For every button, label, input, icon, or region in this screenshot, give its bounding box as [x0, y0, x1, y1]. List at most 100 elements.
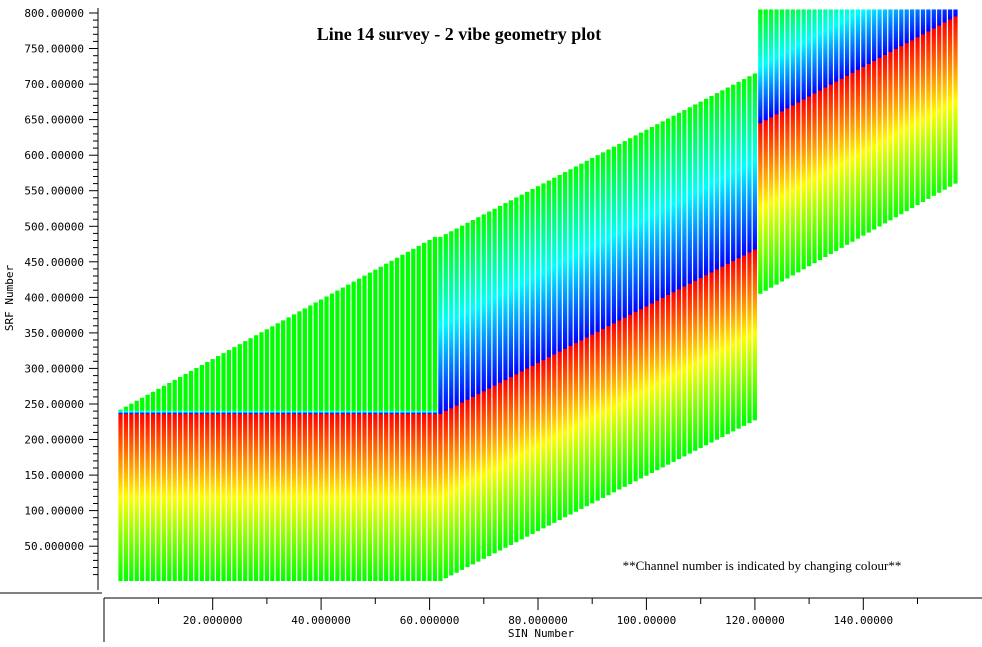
- receiver-spread-strip: [514, 197, 519, 543]
- receiver-spread: [698, 101, 703, 449]
- receiver-spread: [644, 129, 649, 476]
- receiver-spread: [519, 194, 524, 540]
- receiver-spread: [150, 391, 156, 581]
- receiver-spread: [595, 155, 600, 501]
- receiver-spread-strip: [422, 242, 427, 581]
- receiver-spread-strip: [725, 87, 730, 435]
- receiver-spread: [400, 254, 405, 582]
- receiver-spread-strip: [882, 9, 888, 224]
- receiver-spread-strip: [118, 409, 123, 581]
- receiver-spread: [920, 9, 926, 202]
- x-tick-label: 140.00000: [833, 614, 893, 627]
- y-tick-label: 550.00000: [24, 185, 84, 198]
- receiver-spread: [470, 220, 476, 565]
- receiver-spread-strip: [427, 239, 432, 581]
- receiver-spread-strip: [362, 275, 367, 581]
- receiver-spread-strip: [790, 9, 795, 276]
- receiver-spread: [568, 169, 573, 515]
- x-tick-label: 120.00000: [725, 614, 785, 627]
- receiver-spread: [541, 183, 546, 529]
- receiver-spread-strip: [232, 347, 237, 581]
- receiver-spread-strip: [584, 160, 589, 507]
- receiver-spread-strip: [752, 73, 757, 421]
- receiver-spread-strip: [763, 9, 768, 291]
- receiver-spread: [882, 9, 888, 224]
- receiver-spread-strip: [888, 9, 893, 221]
- receiver-spread: [942, 9, 947, 190]
- receiver-spread: [373, 269, 378, 581]
- receiver-spread-strip: [666, 118, 671, 465]
- receiver-spread: [915, 9, 920, 206]
- receiver-spread-strip: [736, 81, 741, 429]
- receiver-spread-strip: [709, 95, 714, 443]
- receiver-spread: [546, 180, 551, 526]
- data-layer: [118, 9, 958, 582]
- receiver-spread-strip: [931, 9, 936, 196]
- receiver-spread-strip: [140, 397, 145, 581]
- receiver-spread: [828, 9, 833, 255]
- receiver-spread: [465, 222, 470, 568]
- receiver-spread-strip: [720, 90, 725, 437]
- receiver-spread: [769, 9, 774, 288]
- receiver-spread: [427, 239, 432, 581]
- receiver-spread-strip: [525, 191, 530, 537]
- receiver-spread-strip: [698, 101, 703, 449]
- receiver-spread: [584, 160, 589, 507]
- receiver-spread-strip: [731, 84, 736, 432]
- receiver-spread-strip: [356, 278, 362, 581]
- receiver-spread-strip: [497, 205, 503, 551]
- receiver-spread: [394, 257, 400, 581]
- receiver-spread: [319, 299, 324, 581]
- receiver-spread: [232, 347, 237, 581]
- receiver-spread: [134, 400, 139, 581]
- receiver-spread: [557, 174, 562, 521]
- receiver-spread: [741, 79, 747, 426]
- receiver-spread-strip: [150, 391, 156, 581]
- receiver-spread-strip: [606, 149, 611, 496]
- receiver-spread: [346, 284, 351, 581]
- receiver-spread: [649, 126, 654, 473]
- receiver-spread-strip: [432, 236, 438, 581]
- receiver-spread: [774, 9, 779, 285]
- receiver-spread: [264, 329, 270, 581]
- receiver-spread-strip: [676, 112, 682, 460]
- receiver-spread: [199, 365, 204, 581]
- receiver-spread: [443, 234, 448, 579]
- receiver-spread-strip: [633, 135, 638, 482]
- receiver-spread-strip: [920, 9, 926, 202]
- receiver-spread-strip: [253, 335, 259, 581]
- receiver-spread-strip: [557, 174, 562, 521]
- receiver-spread: [459, 225, 465, 570]
- receiver-spread-strip: [134, 400, 139, 581]
- receiver-spread-strip: [508, 200, 513, 545]
- receiver-spread-strip: [470, 220, 476, 565]
- receiver-spread: [866, 9, 871, 233]
- receiver-spread: [736, 81, 741, 429]
- receiver-spread: [844, 9, 850, 245]
- x-tick-label: 80.000000: [508, 614, 568, 627]
- receiver-spread: [579, 163, 584, 509]
- receiver-spread-strip: [828, 9, 833, 255]
- receiver-spread-strip: [600, 152, 606, 498]
- receiver-spread-strip: [611, 146, 617, 493]
- receiver-spread-strip: [769, 9, 774, 288]
- receiver-spread-strip: [243, 341, 248, 581]
- receiver-spread-strip: [237, 344, 242, 581]
- receiver-spread-strip: [801, 9, 806, 270]
- receiver-spread: [335, 290, 340, 581]
- receiver-spread: [389, 260, 394, 581]
- receiver-spread-strip: [503, 203, 508, 548]
- receiver-spread: [405, 251, 410, 581]
- y-tick-label: 200.00000: [24, 434, 84, 447]
- receiver-spread: [286, 317, 291, 581]
- receiver-spread-strip: [291, 314, 297, 581]
- y-tick-label: 100.00000: [24, 505, 84, 518]
- receiver-spread: [411, 248, 416, 581]
- receiver-spread: [205, 362, 210, 581]
- receiver-spread: [503, 203, 508, 548]
- axis-layer: 50.000000 100.00000 150.00000 200.00000 250.…: [0, 7, 982, 642]
- receiver-spread: [758, 9, 763, 294]
- receiver-spread-strip: [872, 9, 877, 230]
- receiver-spread: [449, 231, 454, 576]
- receiver-spread-strip: [855, 9, 861, 239]
